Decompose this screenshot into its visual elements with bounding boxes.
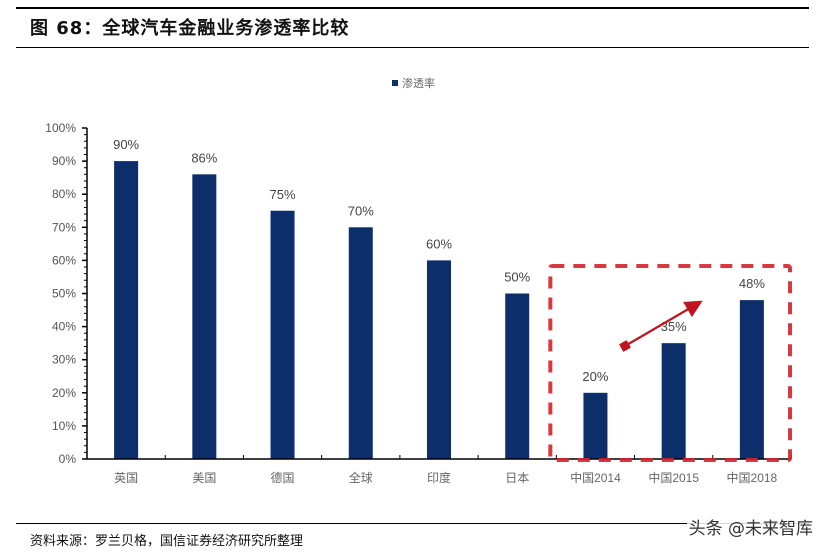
legend-swatch	[392, 80, 398, 86]
watermark: 头条 @未来智库	[686, 514, 815, 539]
x-tick-label: 全球	[349, 470, 373, 485]
data-label: 86%	[191, 150, 217, 165]
y-tick-label: 90%	[52, 154, 76, 168]
highlight-dashed-box	[548, 264, 792, 462]
x-tick-label: 印度	[427, 470, 451, 485]
data-label: 20%	[582, 369, 608, 384]
y-axis: 0% 10% 20% 30% 40% 50% 60% 70% 80% 90% 100%	[45, 121, 88, 466]
y-tick-label: 70%	[52, 220, 76, 234]
y-tick-label: 80%	[52, 187, 76, 201]
x-tick-label: 英国	[114, 471, 138, 485]
data-label: 75%	[270, 187, 296, 202]
bar	[739, 300, 764, 459]
y-tick-label: 40%	[52, 320, 76, 334]
bar	[427, 260, 451, 459]
data-label: 60%	[426, 236, 452, 251]
figure-title: 图 68：全球汽车金融业务渗透率比较	[30, 18, 350, 39]
x-tick-label: 中国2014	[570, 470, 621, 485]
legend-label: 渗透率	[402, 76, 435, 90]
annotations	[548, 264, 792, 462]
bar	[348, 227, 373, 459]
bar	[114, 161, 139, 459]
data-label: 35%	[661, 319, 687, 334]
y-tick-label: 20%	[52, 386, 76, 400]
source-note: 资料来源：罗兰贝格，国信证券经济研究所整理	[30, 534, 304, 549]
x-axis: 英国 美国 德国 全球 印度 日本 中国2014 中国2015 中国2018	[86, 455, 792, 485]
bar	[505, 293, 530, 459]
bar	[661, 343, 686, 459]
footer-rule	[16, 523, 809, 524]
top-rule	[16, 7, 809, 9]
x-tick-label: 日本	[505, 471, 529, 485]
data-label: 48%	[739, 276, 765, 291]
x-tick-label: 中国2018	[727, 470, 778, 485]
bar	[583, 392, 608, 459]
bars: 90% 86% 75% 70% 60% 50% 20% 35% 48%	[113, 137, 765, 459]
y-tick-label: 50%	[52, 287, 76, 301]
bar	[270, 210, 295, 459]
x-tick-label: 美国	[192, 471, 216, 485]
y-tick-label: 30%	[52, 353, 76, 367]
y-tick-label: 0%	[59, 452, 77, 466]
bar	[192, 174, 217, 459]
y-tick-label: 60%	[52, 253, 76, 267]
x-tick-label: 德国	[271, 470, 295, 485]
y-tick-label: 10%	[52, 419, 76, 433]
legend: 渗透率	[392, 76, 435, 90]
data-label: 70%	[348, 203, 374, 218]
x-tick-label: 中国2015	[648, 470, 699, 485]
growth-arrow-icon	[618, 300, 703, 353]
title-underline	[16, 47, 809, 48]
data-label: 90%	[113, 137, 139, 152]
data-label: 50%	[504, 270, 530, 285]
y-tick-label: 100%	[45, 121, 76, 135]
